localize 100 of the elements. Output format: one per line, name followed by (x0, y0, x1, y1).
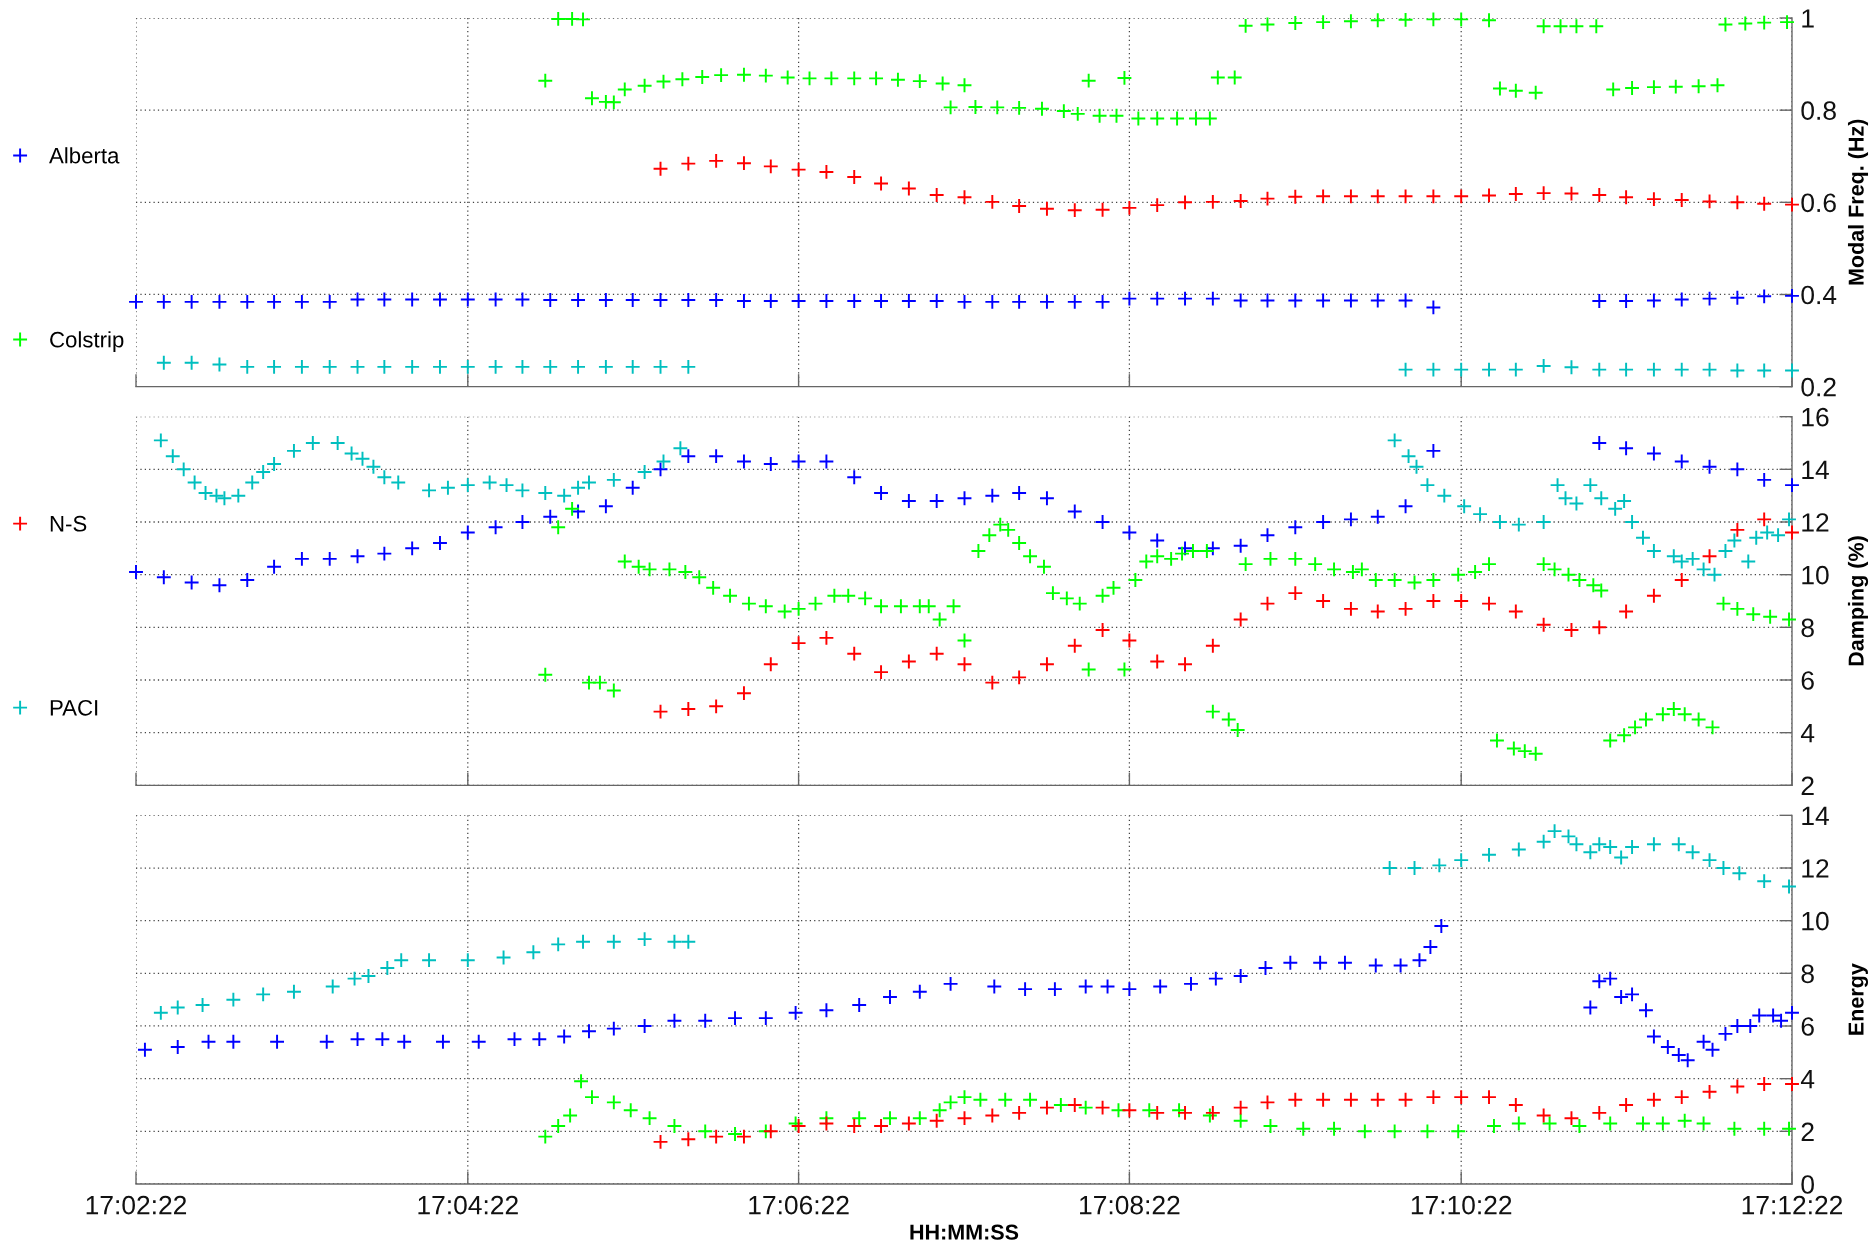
point (1121, 524, 1138, 541)
point (584, 1089, 600, 1106)
point (1701, 361, 1718, 378)
point (1618, 189, 1635, 206)
point (459, 952, 476, 969)
point (376, 291, 393, 308)
y-tick-label: 2 (1801, 1122, 1814, 1141)
point (956, 293, 973, 310)
y-tick-label: 2 (1801, 776, 1814, 795)
point (1232, 537, 1249, 554)
point (790, 453, 807, 470)
point (1784, 362, 1800, 379)
y-tick-label: 4 (1800, 724, 1815, 743)
point (1756, 288, 1773, 305)
point (459, 291, 476, 308)
point (1701, 458, 1718, 475)
point (1535, 358, 1552, 374)
point (1563, 622, 1580, 638)
point (605, 933, 622, 950)
point (727, 1126, 743, 1142)
point (1756, 1120, 1773, 1137)
point (873, 293, 889, 309)
point (1177, 290, 1193, 307)
x-tick-label: 17:10:22 (1411, 1195, 1512, 1215)
legend-label: N-S (50, 515, 87, 532)
point (1624, 839, 1640, 855)
point (1066, 1097, 1083, 1113)
point (349, 358, 366, 375)
point (570, 292, 586, 308)
point (846, 169, 863, 185)
point (873, 1118, 889, 1134)
point (1715, 860, 1732, 876)
point (956, 490, 973, 507)
point (321, 358, 338, 375)
point (293, 550, 310, 567)
point (1039, 1099, 1055, 1116)
point (393, 952, 410, 969)
point (1756, 195, 1773, 212)
y-tick-label: 16 (1802, 407, 1829, 427)
point (183, 354, 200, 371)
point (597, 498, 614, 515)
point (1425, 442, 1442, 459)
point (1066, 637, 1083, 654)
point (652, 461, 669, 478)
point (1262, 1118, 1279, 1134)
point (984, 487, 1001, 504)
point (851, 1110, 868, 1127)
point (1315, 1091, 1332, 1108)
point (1481, 361, 1497, 378)
point (708, 1128, 725, 1145)
y-tick-label: 10 (1802, 911, 1829, 931)
point (1602, 839, 1619, 855)
point (652, 358, 669, 375)
point (1295, 1120, 1312, 1137)
point (680, 933, 697, 950)
point (1781, 1120, 1797, 1137)
point (169, 999, 186, 1016)
point (324, 978, 341, 995)
point (266, 558, 282, 575)
point (1287, 585, 1304, 602)
point (1259, 292, 1276, 309)
point (1563, 185, 1580, 202)
point (1343, 292, 1359, 309)
point (1011, 293, 1028, 310)
point (928, 645, 945, 662)
point (1077, 1099, 1094, 1116)
point (1591, 619, 1608, 636)
point (487, 519, 504, 536)
point (1591, 361, 1608, 378)
point (708, 698, 725, 715)
point (1039, 490, 1055, 507)
point (900, 180, 917, 197)
point (1386, 1123, 1403, 1140)
y-tick-label: 4 (1800, 1070, 1815, 1089)
point (1591, 187, 1608, 203)
point (1729, 289, 1746, 306)
point (1425, 188, 1442, 205)
point (1784, 524, 1800, 541)
point (432, 291, 448, 308)
point (790, 293, 807, 309)
point (818, 453, 835, 470)
point (321, 293, 338, 310)
point (1563, 1110, 1580, 1127)
point (1171, 1102, 1187, 1119)
point (1729, 194, 1746, 211)
point (1646, 361, 1662, 378)
point (404, 291, 421, 308)
point (1507, 1097, 1524, 1113)
point (1369, 508, 1386, 525)
point (542, 358, 559, 375)
point (680, 701, 697, 717)
point (432, 358, 448, 375)
point (1481, 595, 1497, 612)
point (514, 358, 531, 375)
point (360, 968, 377, 984)
point (1535, 833, 1552, 850)
point (736, 685, 752, 702)
point (736, 293, 752, 309)
point (155, 293, 172, 310)
point (1052, 1097, 1069, 1113)
